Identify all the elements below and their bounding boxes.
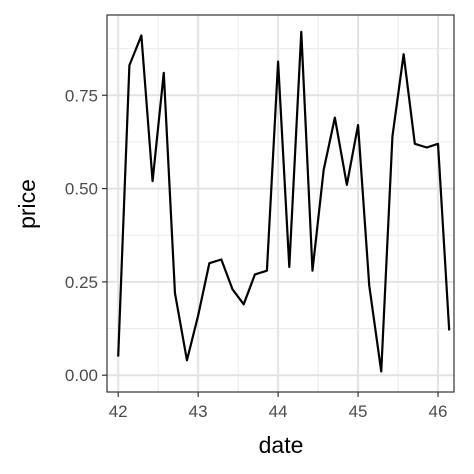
y-tick-label: 0.75 (65, 86, 98, 105)
series-line-price (117, 30, 451, 373)
y-axis-title: price (14, 179, 40, 229)
panel-border (106, 14, 455, 393)
minor-grid (107, 15, 454, 392)
x-tick-label: 42 (109, 402, 128, 421)
x-tick-label: 44 (269, 402, 288, 421)
y-axis: 0.00 0.25 0.50 0.75 (65, 86, 107, 385)
x-axis-title: date (259, 432, 304, 458)
x-tick-label: 43 (189, 402, 208, 421)
x-tick-label: 45 (349, 402, 368, 421)
x-axis: 42 43 44 45 46 (109, 392, 448, 421)
y-tick-label: 0.25 (65, 273, 98, 292)
x-tick-label: 46 (429, 402, 448, 421)
y-tick-label: 0.00 (65, 366, 98, 385)
y-tick-label: 0.50 (65, 180, 98, 199)
